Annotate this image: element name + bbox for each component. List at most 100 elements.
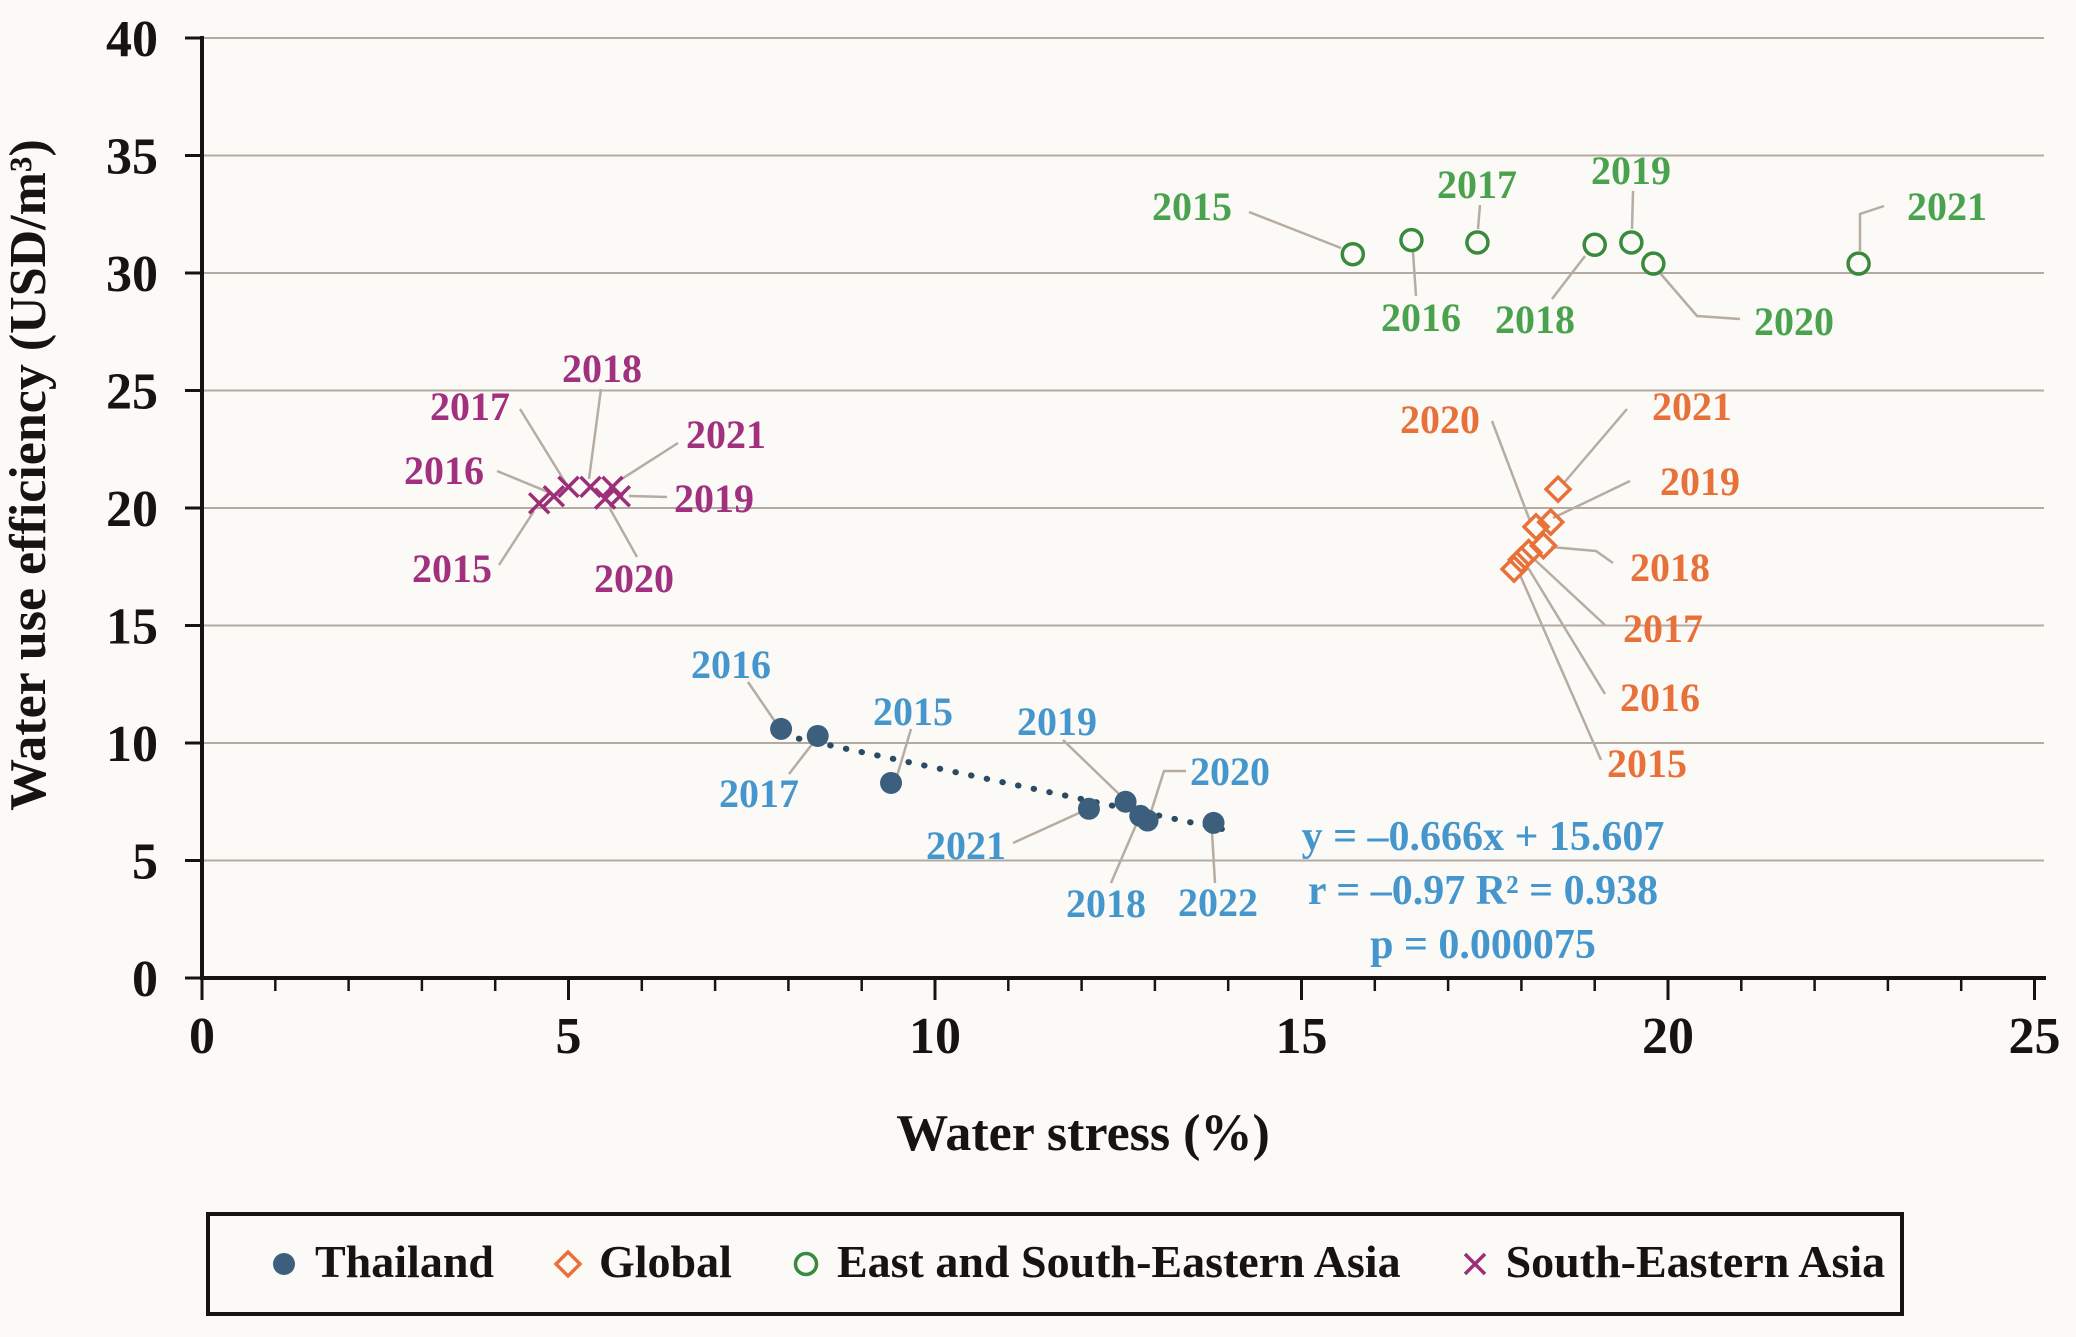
point-global-2020 [1521, 512, 1551, 542]
year-label-south-eastern-asia-2019: 2019 [674, 476, 754, 521]
tick-label-y-35: 35 [106, 129, 158, 186]
leader-east-and-south-eastern-asia-2019 [1630, 190, 1635, 230]
year-label-east-and-south-eastern-asia-2019: 2019 [1591, 148, 1671, 193]
point-global-2018 [1528, 531, 1558, 561]
legend: Thailand Global East and South-Eastern A… [206, 1212, 1904, 1316]
legend-item-thailand: Thailand [266, 1239, 494, 1289]
point-east-and-south-eastern-asia-2019 [1619, 230, 1644, 255]
leader-south-eastern-asia-2020 [607, 506, 639, 558]
point-south-eastern-asia-2021 [601, 475, 624, 499]
point-global-2019 [1536, 507, 1566, 537]
year-label-global-2018: 2018 [1630, 545, 1710, 590]
point-thailand-2016 [770, 717, 793, 740]
point-global-2016 [1506, 545, 1536, 575]
legend-item-east-south-eastern-asia: East and South-Eastern Asia [788, 1239, 1401, 1289]
south-eastern-asia-glyph [1463, 1252, 1486, 1276]
year-label-global-2015: 2015 [1607, 741, 1687, 786]
point-south-eastern-asia-2016 [542, 485, 566, 508]
year-label-east-and-south-eastern-asia-2020: 2020 [1754, 299, 1834, 344]
year-label-global-2021: 2021 [1652, 384, 1732, 429]
year-label-east-and-south-eastern-asia-2016: 2016 [1381, 295, 1461, 340]
leader-global-2021 [1562, 408, 1628, 485]
year-label-south-eastern-asia-2018: 2018 [562, 346, 642, 391]
point-global-2021 [1543, 474, 1573, 504]
legend-item-south-eastern-asia: South-Eastern Asia [1457, 1236, 1886, 1289]
leader-east-and-south-eastern-asia-2016 [1411, 251, 1418, 297]
point-east-and-south-eastern-asia-2018 [1582, 232, 1607, 258]
year-label-thailand-2020: 2020 [1190, 749, 1270, 794]
tick-label-y-30: 30 [106, 246, 158, 303]
point-thailand-2019 [1114, 790, 1137, 813]
leader-thailand-2018 [1109, 824, 1138, 884]
year-label-east-and-south-eastern-asia-2017: 2017 [1437, 162, 1517, 207]
tick-label-x-20: 20 [1642, 1008, 1694, 1065]
tick-label-y-15: 15 [106, 599, 158, 656]
point-thailand-2015 [880, 771, 903, 794]
year-label-east-and-south-eastern-asia-2018: 2018 [1495, 297, 1575, 342]
point-thailand-2020 [1136, 809, 1159, 832]
point-south-eastern-asia-2015 [527, 492, 551, 515]
leader-thailand-2022 [1210, 831, 1217, 884]
point-thailand-2022 [1202, 811, 1225, 834]
point-thailand-2021 [1077, 797, 1100, 820]
tick-label-y-0: 0 [132, 951, 158, 1008]
leader-global-2018 [1550, 545, 1614, 565]
leader-global-2017 [1533, 558, 1607, 627]
leader-global-2020 [1490, 420, 1532, 522]
leader-south-eastern-asia-2018 [587, 388, 603, 480]
year-label-south-eastern-asia-2021: 2021 [686, 412, 766, 457]
leader-south-eastern-asia-2016 [496, 469, 549, 494]
year-label-thailand-2015: 2015 [873, 689, 953, 734]
leader-east-and-south-eastern-asia-2021 [1858, 204, 1885, 251]
y-axis-title: Water use efficiency (USD/m³) [0, 139, 57, 811]
east-south-eastern-asia-marker-icon [793, 1251, 819, 1277]
year-label-thailand-2016: 2016 [691, 642, 771, 687]
leader-south-eastern-asia-2017 [518, 408, 567, 483]
leader-global-2015 [1518, 574, 1603, 761]
year-label-global-2017: 2017 [1623, 606, 1703, 651]
leader-south-eastern-asia-2019 [628, 494, 668, 499]
legend-label-south-eastern-asia: South-Eastern Asia [1505, 1236, 1886, 1287]
legend-label-east-south-eastern-asia: East and South-Eastern Asia [836, 1236, 1401, 1287]
year-label-south-eastern-asia-2015: 2015 [412, 546, 492, 591]
east-and-south-eastern-asia-glyph [793, 1251, 819, 1277]
tick-label-y-25: 25 [106, 364, 158, 421]
year-label-south-eastern-asia-2016: 2016 [404, 448, 484, 493]
leader-east-and-south-eastern-asia-2020 [1659, 272, 1741, 321]
point-south-eastern-asia-2017 [557, 475, 580, 499]
year-label-thailand-2019: 2019 [1017, 699, 1097, 744]
leader-thailand-2020 [1148, 769, 1186, 816]
tick-label-y-5: 5 [132, 834, 158, 891]
leader-east-and-south-eastern-asia-2017 [1476, 204, 1482, 230]
regression-annotation-line-2: r = –0.97 R² = 0.938 [1308, 868, 1658, 914]
leader-thailand-2017 [788, 742, 814, 775]
tick-label-x-5: 5 [556, 1008, 582, 1065]
tick-label-x-10: 10 [909, 1008, 961, 1065]
point-south-eastern-asia-2018 [579, 475, 602, 499]
tick-label-x-15: 15 [1276, 1008, 1328, 1065]
global-glyph [553, 1249, 583, 1279]
regression-annotation-line-3: p = 0.000075 [1370, 922, 1596, 968]
trendline-thailand [780, 732, 1228, 833]
year-label-east-and-south-eastern-asia-2015: 2015 [1152, 184, 1232, 229]
year-label-global-2016: 2016 [1620, 675, 1700, 720]
tick-label-x-0: 0 [189, 1008, 215, 1065]
thailand-glyph [273, 1253, 295, 1275]
year-label-thailand-2022: 2022 [1178, 880, 1258, 925]
leader-south-eastern-asia-2015 [497, 510, 536, 566]
point-east-and-south-eastern-asia-2017 [1465, 230, 1490, 255]
legend-label-thailand: Thailand [315, 1236, 494, 1287]
tick-label-y-10: 10 [106, 716, 158, 773]
point-global-2015 [1499, 554, 1529, 584]
thailand-marker-icon [273, 1253, 295, 1275]
leader-south-eastern-asia-2021 [616, 441, 679, 484]
point-east-and-south-eastern-asia-2015 [1340, 241, 1366, 267]
tick-label-y-20: 20 [106, 481, 158, 538]
legend-item-global: Global [550, 1239, 732, 1289]
leader-thailand-2015 [895, 728, 913, 777]
x-axis-title: Water stress (%) [896, 1105, 1270, 1162]
tick-label-x-25: 25 [2009, 1008, 2061, 1065]
south-eastern-asia-marker-icon [1463, 1252, 1486, 1276]
